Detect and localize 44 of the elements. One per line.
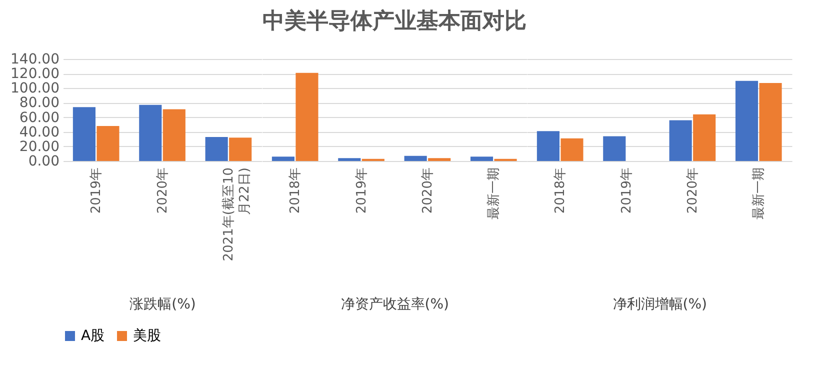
bar: [536, 131, 560, 161]
bar: [139, 104, 162, 161]
bar: [162, 109, 186, 161]
bar: [404, 156, 427, 161]
x-tick-label: 2019年: [354, 168, 370, 214]
bar: [96, 126, 120, 161]
chart-title: 中美半导体产业基本面对比: [262, 8, 526, 34]
y-tick-label: 60.00: [19, 110, 60, 126]
bar: [338, 158, 361, 161]
bar: [693, 114, 716, 161]
x-tick-label: 最新一期: [486, 168, 502, 220]
bar: [205, 136, 228, 161]
x-axis-title: 涨跌幅(%): [130, 296, 196, 312]
x-tick-label: 最新一期: [752, 168, 767, 220]
bar: [669, 120, 692, 161]
bar: [296, 72, 318, 161]
x-tick-label: 2018年: [288, 168, 304, 214]
bar: [560, 138, 584, 161]
x-tick-label: 2018年: [553, 168, 568, 214]
y-tick-label: 100.00: [10, 80, 60, 97]
bar: [735, 80, 758, 161]
x-tick-label: 2019年: [89, 168, 104, 214]
y-tick-label: 120.00: [10, 66, 60, 82]
y-tick-label: 20.00: [19, 138, 60, 155]
bar: [272, 156, 294, 161]
bar: [72, 107, 96, 161]
x-axis-title: 净利润增幅(%): [612, 296, 707, 312]
y-tick-label: 140.00: [10, 52, 60, 68]
bar: [759, 83, 782, 161]
y-tick-label: 40.00: [19, 124, 60, 140]
y-tick-label: 0.00: [28, 154, 60, 170]
legend-label: 美股: [133, 328, 161, 344]
bar: [603, 136, 626, 161]
bar: [229, 138, 252, 161]
x-tick-label: 2019年: [619, 168, 634, 214]
y-tick-label: 80.00: [19, 95, 60, 112]
x-tick-label: 2020年: [420, 168, 436, 214]
x-tick-label: 2021年(截至10月22日): [221, 168, 252, 262]
legend-label: A股: [81, 328, 105, 344]
bar: [470, 156, 494, 161]
x-axis-title: 净资产收益率(%): [340, 296, 449, 312]
x-tick-label: 2020年: [685, 168, 700, 214]
x-tick-label: 2020年: [155, 168, 170, 214]
bar: [428, 158, 451, 161]
